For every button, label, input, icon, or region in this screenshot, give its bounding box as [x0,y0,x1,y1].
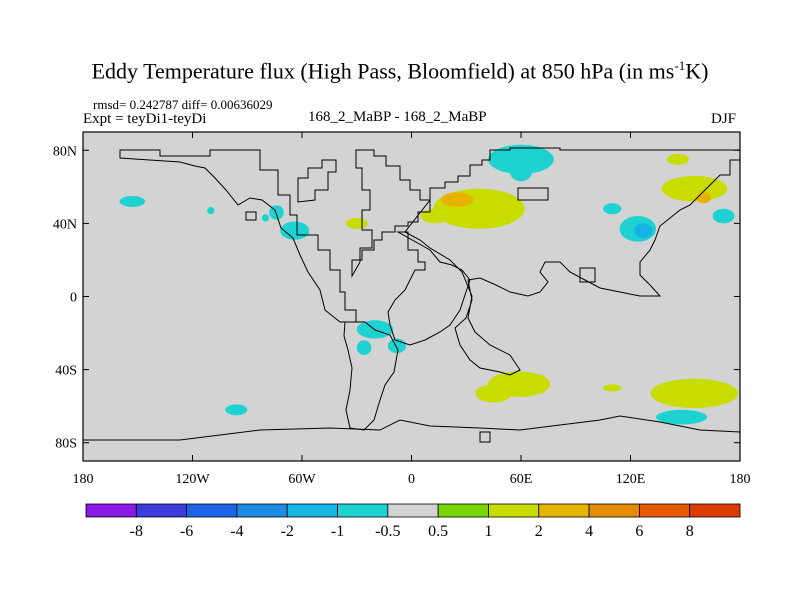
colorbar-swatch [387,503,439,518]
colorbar-label: 2 [535,523,543,540]
x-tick-label: 120E [616,472,646,487]
colorbar-swatch [286,503,338,518]
coastline [83,147,740,443]
anomaly-patch [510,163,532,182]
anomaly-patch [650,378,739,408]
run-label: 168_2_MaBP - 168_2_MaBP [308,109,487,125]
colorbar-label: -4 [230,523,243,540]
anomaly-patch [119,195,146,207]
y-tick-label: 80N [53,144,77,159]
season-label: DJF [711,111,737,127]
colorbar-label: -8 [130,523,143,540]
anomaly-patch [440,192,474,207]
colorbar-label: -0.5 [375,523,400,540]
colorbar-swatch [588,503,640,518]
y-tick-label: 40S [55,364,77,379]
y-tick-label: 40N [53,217,77,232]
colorbar: -8 -6 -4 -2 -1 -0.5 0.5 1 2 4 6 8 [85,503,741,540]
colorbar-swatch [337,503,389,518]
anomaly-patch [712,208,735,224]
colorbar-label: -2 [281,523,294,540]
x-tick-label: 60E [510,472,533,487]
y-tick-label: 80S [55,437,77,452]
x-tick-label: 120W [175,472,210,487]
colorbar-swatch [236,503,288,518]
colorbar-swatch [135,503,188,518]
colorbar-swatch [638,503,691,518]
anomaly-patch [603,203,622,215]
chart-title-tail: K) [685,58,709,84]
colorbar-swatch [437,503,489,518]
colorbar-label: 8 [686,523,694,540]
anomaly-patch [475,384,512,403]
x-tick-label: 0 [408,472,415,487]
colorbar-label: -6 [180,523,193,540]
plot-background [83,132,740,461]
colorbar-label: -1 [331,523,344,540]
y-tick-label: 0 [70,291,77,306]
chart-title: Eddy Temperature flux (High Pass, Bloomf… [0,58,800,84]
x-tick-label: 180 [730,472,751,487]
stats-label: rmsd= 0.242787 diff= 0.00636029 [93,97,273,112]
anomaly-patch [356,340,372,355]
anomaly-patch [667,153,689,165]
anomaly-patch [488,144,554,175]
anomaly-patch [696,192,711,204]
anomaly-patch [420,208,450,224]
x-tick-label: 60W [288,472,316,487]
colorbar-label: 4 [585,523,593,540]
colorbar-swatch [538,503,590,518]
anomaly-patch [603,384,622,392]
colorbar-swatch [186,503,238,518]
anomaly-patch [261,214,270,222]
axes: 180 120W 60W 0 60E 120E 180 80N 40N 0 40S 80S [53,132,751,487]
colorbar-swatch [689,503,741,518]
colorbar-label: 0.5 [428,523,448,540]
x-tick-label: 180 [73,472,94,487]
colorbar-label: 1 [484,523,492,540]
colorbar-swatch [488,503,540,518]
chart-title-main: Eddy Temperature flux (High Pass, Bloomf… [91,58,675,84]
anomaly-patch [661,175,728,202]
anomaly-patch [634,223,653,239]
anomaly-patch [656,409,708,425]
colorbar-swatch [85,503,137,518]
colorbar-label: 6 [635,523,643,540]
anomaly-patch [207,206,215,215]
anomaly-patch [345,217,368,229]
anomaly-patch [225,404,248,416]
experiment-label: Expt = teyDi1-teyDi [83,111,207,127]
chart-title-superscript: -1 [674,58,686,73]
